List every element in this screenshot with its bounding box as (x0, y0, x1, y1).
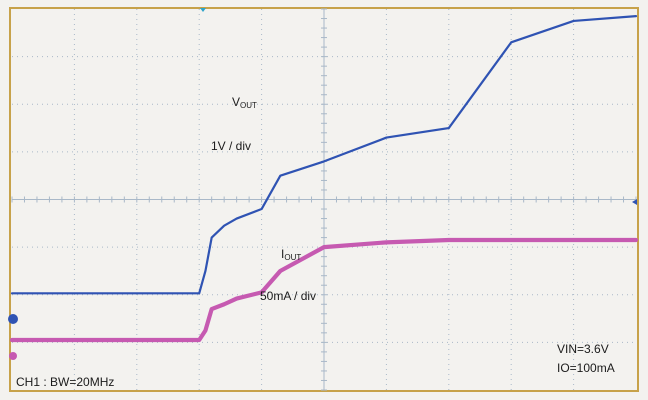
vout-series-line (10, 15, 638, 295)
right-level-marker (632, 199, 637, 205)
channel-label: CH1 : BW=20MHz (16, 375, 114, 389)
vout-series-label: VOUT (232, 95, 257, 110)
iout-series-line (9, 237, 639, 343)
vout-channel-marker (8, 314, 18, 324)
plot-grid (11, 8, 637, 391)
trace-labels: VOUT 1V / div IOUT 50mA / div CH1 : BW=2… (16, 95, 615, 389)
iout-channel-marker (9, 352, 17, 360)
iout-scale-label: 50mA / div (260, 289, 316, 303)
trigger-marker (200, 8, 206, 12)
iout-series-label: IOUT (281, 247, 301, 262)
vout-scale-label: 1V / div (211, 139, 251, 153)
series-layer (8, 8, 639, 360)
io-annotation: IO=100mA (557, 361, 615, 375)
vin-annotation: VIN=3.6V (557, 342, 609, 356)
